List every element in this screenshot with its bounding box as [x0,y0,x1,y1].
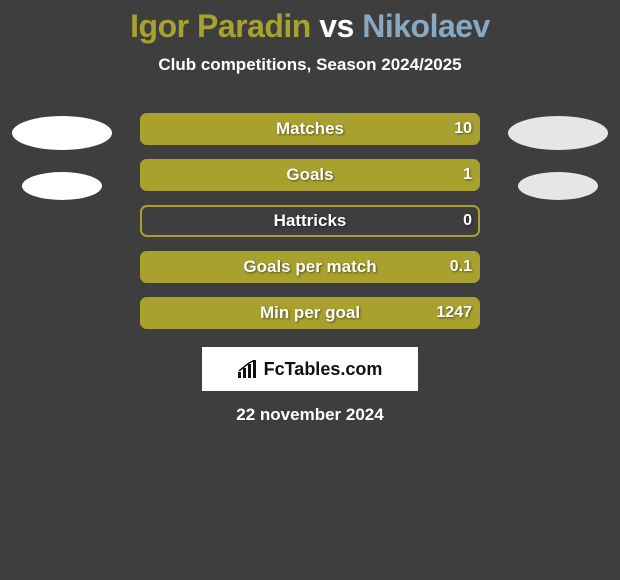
stat-label: Goals per match [243,257,376,277]
logo-text: FcTables.com [264,359,383,380]
stat-label: Matches [276,119,344,139]
stat-row: Goals per match 0.1 [140,251,480,283]
title-player-right: Nikolaev [362,8,490,44]
logo-box: FcTables.com [202,347,418,391]
stat-row: Goals 1 [140,159,480,191]
avatar-right-head [508,116,608,150]
stat-label: Min per goal [260,303,360,323]
stat-row: Hattricks 0 [140,205,480,237]
logo-chart-icon [238,360,260,378]
avatar-left-head [12,116,112,150]
avatar-left-body [22,172,102,200]
page-title: Igor Paradin vs Nikolaev [0,8,620,45]
stat-row: Min per goal 1247 [140,297,480,329]
stat-value-right: 0 [463,212,472,230]
stat-value-right: 10 [454,120,472,138]
stat-value-right: 1 [463,166,472,184]
stat-label: Hattricks [274,211,347,231]
avatar-right-body [518,172,598,200]
stat-bars: Matches 10 Goals 1 Hattricks 0 Goals per match… [140,113,480,329]
comparison-card: Igor Paradin vs Nikolaev Club competitio… [0,0,620,425]
footer-date: 22 november 2024 [0,405,620,425]
title-player-left: Igor Paradin [130,8,311,44]
stat-row: Matches 10 [140,113,480,145]
stat-value-right: 1247 [436,304,472,322]
avatar-left [10,116,114,200]
avatar-right [506,116,610,200]
stat-label: Goals [286,165,333,185]
stat-value-right: 0.1 [450,258,472,276]
subtitle: Club competitions, Season 2024/2025 [0,55,620,75]
title-vs: vs [311,8,362,44]
